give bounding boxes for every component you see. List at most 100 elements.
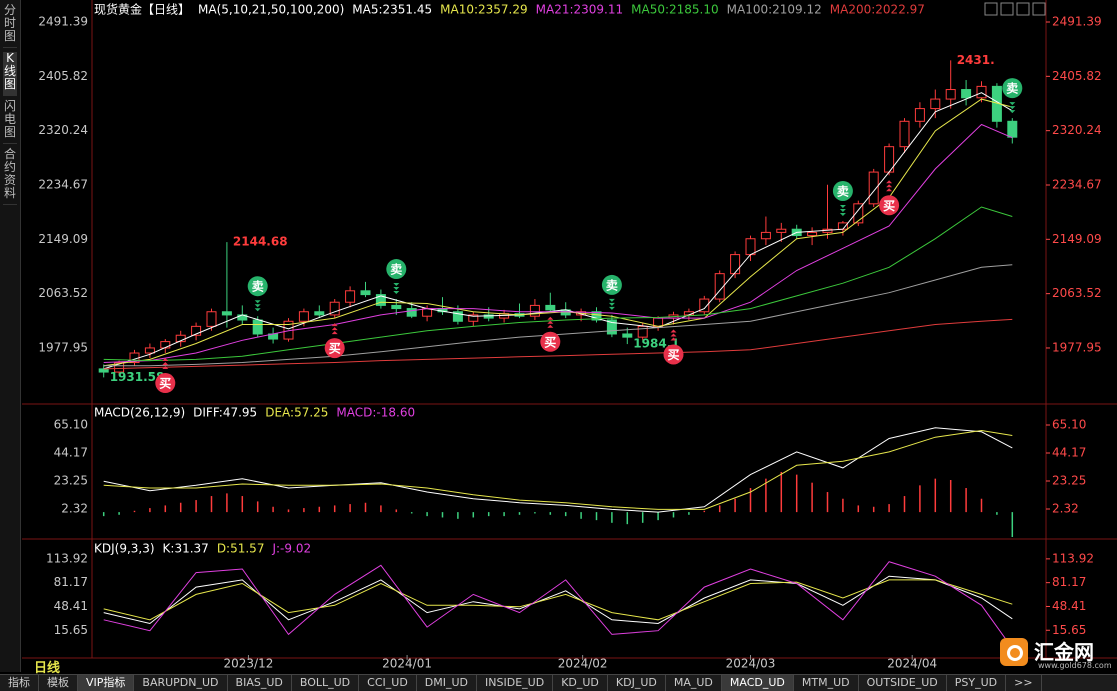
candle-body [314, 311, 325, 316]
logo-name: 汇金网 [1034, 640, 1094, 664]
signal-badge [1002, 78, 1023, 99]
tab[interactable]: BIAS_UD [228, 675, 292, 691]
signal-arrow [331, 327, 338, 331]
y-tick-label: 2234.67 [38, 177, 88, 191]
sidebar-tab[interactable]: 合约资料 [3, 148, 17, 205]
indicator-tabs: 指标 模板 VIP指标 BARUPDN_UD BIAS_UD BOLL_UD CCI_UD D… [0, 674, 1117, 691]
tab[interactable]: 模板 [39, 675, 78, 691]
tab[interactable]: 指标 [0, 675, 39, 691]
tab[interactable]: BOLL_UD [292, 675, 360, 691]
legend-item: J:-9.02 [271, 542, 311, 556]
y-tick-label: 2063.52 [38, 286, 88, 300]
y-tick-label-right: 113.92 [1052, 551, 1094, 565]
signal-badge [601, 274, 622, 295]
tab[interactable]: KDJ_UD [608, 675, 666, 691]
y-tick-label: 113.92 [46, 551, 88, 565]
sidebar-tab[interactable]: 闪电图 [3, 100, 17, 144]
signal-label: 买 [883, 199, 895, 213]
candle-body [422, 308, 433, 317]
logo-url: www.gold678.com [1038, 661, 1112, 670]
signal-arrow [839, 212, 846, 216]
candle-body [452, 311, 463, 322]
signal-label: 买 [159, 377, 171, 391]
series-line [103, 429, 1013, 510]
legend-item: DEA:57.25 [265, 406, 328, 420]
signal-arrow [547, 316, 554, 320]
signal-badge [879, 195, 900, 216]
legend-item: 现货黄金【日线】 [94, 2, 190, 17]
logo: 汇金网 www.gold678.com [998, 636, 1116, 672]
tab[interactable]: MTM_UD [794, 675, 859, 691]
y-tick-label: 15.65 [54, 623, 88, 637]
signal-arrow [254, 304, 261, 308]
sidebar-tab[interactable]: K线图 [3, 52, 17, 96]
y-tick-label: 2405.82 [38, 69, 88, 83]
signal-arrow [1009, 106, 1016, 110]
candle-body [406, 308, 417, 317]
signal-label: 买 [667, 348, 679, 362]
candle-body [622, 333, 633, 338]
legend-item: MA10:2357.29 [440, 3, 528, 17]
signal-label: 买 [544, 335, 556, 349]
legend-item: MA21:2309.11 [536, 3, 624, 17]
series-line [103, 264, 1013, 367]
signal-arrow [886, 188, 893, 192]
signal-arrow [670, 329, 677, 333]
x-tick-label: 2024/03 [726, 657, 776, 671]
candle-body [807, 231, 818, 237]
candle-body [1007, 120, 1018, 138]
candle-body [144, 347, 155, 354]
toolbar-icons[interactable] [984, 2, 1046, 16]
candle-body [714, 273, 725, 300]
candle-body [945, 89, 956, 100]
candle-body [591, 311, 602, 321]
y-tick-label: 44.17 [54, 446, 88, 460]
tab[interactable]: MACD_UD [721, 675, 794, 691]
tab[interactable]: MA_UD [666, 675, 722, 691]
tab[interactable]: KD_UD [553, 675, 608, 691]
series-line [103, 123, 1013, 363]
y-tick-label-right: 23.25 [1052, 473, 1086, 487]
signal-badge [663, 344, 684, 365]
y-tick-label-right: 44.17 [1052, 446, 1086, 460]
x-tick-label: 2024/02 [558, 657, 608, 671]
price-annotation: 1931.58 [110, 370, 165, 384]
candle-body [206, 311, 217, 327]
signal-badge [832, 180, 853, 201]
sidebar-tab[interactable]: 分时图 [3, 4, 17, 48]
y-tick-label-right: 2.32 [1052, 502, 1079, 516]
y-tick-label-right: 1977.95 [1052, 340, 1102, 354]
candle-body [221, 311, 232, 316]
y-tick-label-right: 2491.39 [1052, 15, 1102, 29]
signal-badge [324, 338, 345, 359]
signal-badge [540, 331, 561, 352]
tab[interactable]: PSY_UD [947, 675, 1007, 691]
signal-arrow [331, 331, 338, 335]
y-tick-label: 2149.09 [38, 232, 88, 246]
candle-body [191, 325, 202, 336]
legend-item: D:51.57 [217, 542, 265, 556]
tab[interactable]: INSIDE_UD [477, 675, 554, 691]
tab[interactable]: >> [1006, 675, 1042, 691]
candle-body [899, 120, 910, 148]
tab[interactable]: CCI_UD [359, 675, 417, 691]
x-tick-label: 2023/12 [224, 657, 274, 671]
signal-arrow [839, 204, 846, 208]
legend-item: MA(5,10,21,50,100,200) [198, 3, 344, 17]
signal-arrow [393, 287, 400, 291]
y-tick-label: 48.41 [54, 599, 88, 613]
candle-body [653, 317, 664, 327]
legend-item: KDJ(9,3,3) [94, 542, 155, 556]
tab[interactable]: OUTSIDE_UD [859, 675, 947, 691]
candle-body [853, 203, 864, 224]
period-label[interactable]: 日线 [34, 661, 61, 676]
tab[interactable]: BARUPDN_UD [134, 675, 228, 691]
logo-icon [1000, 638, 1028, 666]
tab[interactable]: DMI_UD [417, 675, 478, 691]
tab[interactable]: VIP指标 [78, 675, 135, 691]
price-annotation: 2144.68 [233, 235, 288, 249]
series-line [103, 561, 1013, 649]
y-tick-label-right: 2063.52 [1052, 286, 1102, 300]
candle-body [914, 108, 925, 122]
